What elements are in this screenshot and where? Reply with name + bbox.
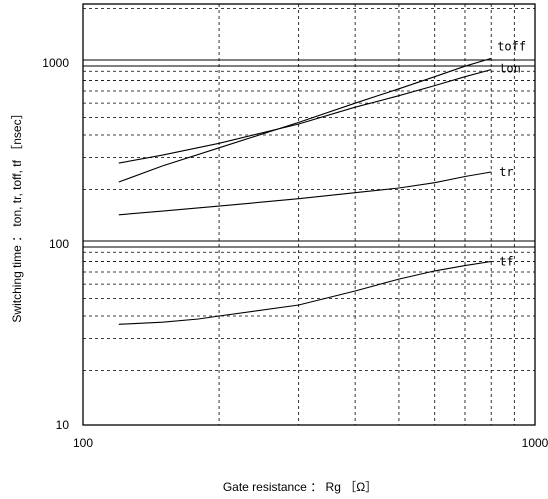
- series-line-tf: [118, 260, 492, 325]
- series-labels: toff ton tr tf: [497, 39, 526, 268]
- x-axis-label: Gate resistance ： Rg ［Ω］: [223, 480, 377, 494]
- series-label-ton: ton: [499, 62, 521, 76]
- x-tick-label: 100: [73, 436, 93, 450]
- series-label-tr: tr: [499, 165, 513, 179]
- y-tick-label: 100: [49, 237, 69, 251]
- series-line-toff: [118, 57, 492, 183]
- series-lines: [118, 57, 492, 325]
- y-tick-label: 10: [56, 418, 70, 432]
- series-label-toff: toff: [497, 39, 526, 53]
- series-line-tr: [118, 171, 492, 216]
- series-label-tf: tf: [499, 255, 513, 269]
- y-axis-label: Switching time ： ton, tr, toff, tf ［nsec…: [10, 107, 24, 322]
- grid-lines: [83, 4, 535, 425]
- y-tick-labels: 10 100 1000: [42, 56, 69, 432]
- x-tick-label: 1000: [522, 436, 548, 450]
- y-tick-label: 1000: [42, 56, 69, 70]
- series-line-ton: [118, 69, 492, 164]
- x-tick-labels: 100 1000: [73, 436, 548, 450]
- plot-frame: [82, 3, 536, 426]
